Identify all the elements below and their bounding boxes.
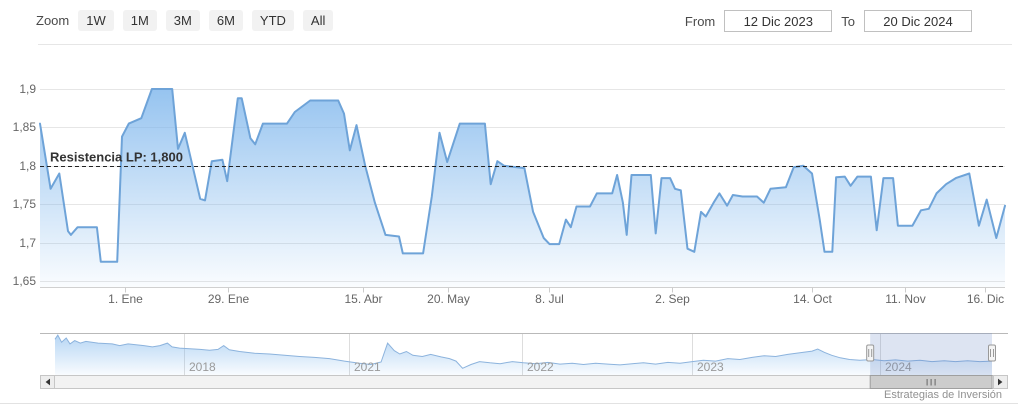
price-line <box>39 88 1006 263</box>
scrollbar <box>40 375 1008 389</box>
date-range-inputs: From To <box>685 10 972 32</box>
scrollbar-right-arrow[interactable] <box>993 375 1008 389</box>
handle-grip-icon[interactable] <box>866 344 875 362</box>
navigator-selected-range[interactable] <box>870 333 992 375</box>
x-tick-label: 11. Nov <box>885 292 925 306</box>
x-tick-label: 20. May <box>427 292 470 306</box>
range-selector: Zoom 1W 1M 3M 6M YTD All <box>36 10 334 31</box>
y-tick-label: 1,7 <box>19 236 36 250</box>
price-area-fill <box>40 89 1005 287</box>
zoom-button-ytd[interactable]: YTD <box>251 10 294 31</box>
to-label: To <box>841 13 855 29</box>
resistance-label: Resistencia LP: 1,800 <box>50 150 183 165</box>
x-tick-label: 1. Ene <box>108 292 143 306</box>
x-tick-label: 14. Oct <box>793 292 832 306</box>
navigator-year-label: 2023 <box>697 360 724 374</box>
navigator: 2018 2021 2022 2023 2024 <box>40 333 1008 375</box>
resistance-annotation: Resistencia LP: 1,800 <box>40 150 1005 167</box>
y-tick-label: 1,9 <box>19 82 36 96</box>
navigator-line <box>54 334 993 369</box>
watermark: Estrategias de Inversión <box>883 389 1002 401</box>
to-date-input[interactable] <box>864 10 972 32</box>
navigator-year-label: 2022 <box>527 360 554 374</box>
zoom-button-all[interactable]: All <box>302 10 334 31</box>
navigator-area-fill <box>55 335 992 375</box>
navigator-handle-left[interactable] <box>866 344 875 362</box>
from-label: From <box>684 13 716 29</box>
navigator-year-label: 2018 <box>189 360 216 374</box>
right-arrow-icon <box>998 378 1003 386</box>
y-tick-label: 1,75 <box>13 197 37 211</box>
zoom-button-1m[interactable]: 1M <box>122 10 157 31</box>
y-tick-label: 1,85 <box>13 120 37 134</box>
handle-grip-icon[interactable] <box>988 344 996 362</box>
navigator-year-label: 2024 <box>885 360 912 374</box>
navigator-handle-right[interactable] <box>988 344 996 362</box>
scrollbar-left-arrow[interactable] <box>40 375 55 389</box>
left-arrow-icon <box>45 378 50 386</box>
x-tick-label: 2. Sep <box>655 292 690 306</box>
y-tick-label: 1,65 <box>13 274 37 288</box>
zoom-button-3m[interactable]: 3M <box>165 10 200 31</box>
y-tick-label: 1,8 <box>19 159 36 173</box>
navigator-year-label: 2021 <box>354 360 381 374</box>
x-tick-label: 8. Jul <box>535 292 564 306</box>
price-area-series[interactable] <box>39 88 1006 287</box>
zoom-button-1w[interactable]: 1W <box>78 10 114 31</box>
x-tick-label: 29. Ene <box>208 292 250 306</box>
from-date-input[interactable] <box>724 10 833 32</box>
scrollbar-track[interactable] <box>40 375 1008 389</box>
x-tick-label: 16. Dic <box>967 292 1004 306</box>
bottom-divider <box>0 403 1018 404</box>
zoom-button-group: 1W 1M 3M 6M YTD All <box>78 10 334 31</box>
axis-labels: 1. Ene 29. Ene 15. Abr 20. May 8. Jul 2. Sep 1… <box>13 82 1005 306</box>
zoom-button-6m[interactable]: 6M <box>208 10 243 31</box>
zoom-label: Zoom <box>36 13 70 28</box>
x-tick-label: 15. Abr <box>344 292 382 306</box>
